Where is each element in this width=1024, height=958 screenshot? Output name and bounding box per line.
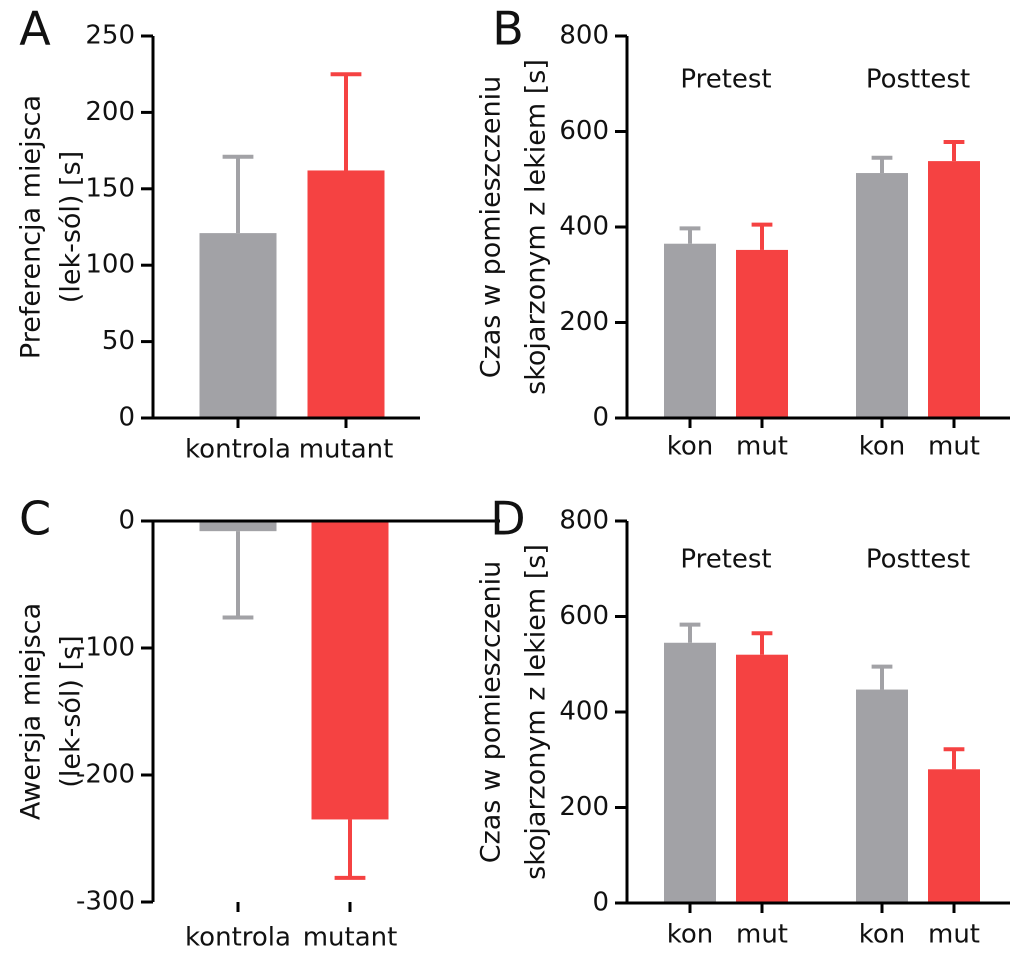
x-tick-label: mut xyxy=(928,432,980,462)
bar xyxy=(736,654,788,903)
panel: D Czas w pomieszczeniu skojarzonym z lekie… xyxy=(476,492,1010,950)
y-tick-label: 600 xyxy=(559,601,609,631)
panel-letter: A xyxy=(19,2,51,56)
panel: B Czas w pomieszczeniu skojarzonym z lekie… xyxy=(476,2,1010,462)
x-tick-label: mutant xyxy=(299,435,394,465)
x-tick-label: kontrola xyxy=(185,923,291,953)
y-axis-label: Preferencja miejsca xyxy=(16,95,47,359)
bar xyxy=(856,689,908,903)
x-tick-label: mut xyxy=(736,920,788,950)
y-tick-label: -300 xyxy=(76,887,135,917)
y-axis-label: (lek-sól) [s] xyxy=(56,151,87,303)
bar xyxy=(736,249,788,418)
x-tick-label: mut xyxy=(928,920,980,950)
bar xyxy=(664,243,716,418)
panel: C Awersja miejsca (lek-sól) [s] -300 -200 -10… xyxy=(16,492,500,953)
y-tick-label: 0 xyxy=(592,888,609,918)
bar xyxy=(928,161,980,419)
bar xyxy=(199,521,277,532)
y-tick-label: 200 xyxy=(85,97,135,127)
x-tick-label: kon xyxy=(667,432,714,462)
panel: A Preferencja miejsca (lek-sól) [s] 0 50 100 1… xyxy=(16,2,420,465)
y-tick-label: 400 xyxy=(559,212,609,242)
panel-letter: C xyxy=(19,492,51,546)
x-tick-label: kontrola xyxy=(185,435,291,465)
y-tick-label: 150 xyxy=(85,173,135,203)
y-tick-label: 800 xyxy=(559,506,609,536)
y-axis-label: skojarzonym z lekiem [s] xyxy=(521,544,552,880)
y-tick-label: 400 xyxy=(559,697,609,727)
x-tick-label: kon xyxy=(667,920,714,950)
bar xyxy=(664,642,716,903)
x-tick-label: mutant xyxy=(303,923,398,953)
group-label: Pretest xyxy=(680,545,771,575)
y-tick-label: 100 xyxy=(85,250,135,280)
y-tick-label: 0 xyxy=(592,403,609,433)
y-tick-label: 0 xyxy=(118,403,135,433)
group-label: Pretest xyxy=(680,65,771,95)
y-tick-label: 200 xyxy=(559,307,609,337)
bar xyxy=(199,233,277,418)
x-tick-label: kon xyxy=(859,432,906,462)
bar xyxy=(307,170,385,418)
y-tick-label: 600 xyxy=(559,116,609,146)
y-tick-label: 800 xyxy=(559,21,609,51)
y-axis-label: (lek-sól) [s] xyxy=(56,635,87,787)
panel-letter: D xyxy=(490,492,525,546)
y-axis-label: Czas w pomieszczeniu xyxy=(476,561,507,864)
y-axis-label: Czas w pomieszczeniu xyxy=(476,76,507,379)
group-label: Posttest xyxy=(866,65,970,95)
y-tick-label: -100 xyxy=(76,633,135,663)
panel-letter: B xyxy=(492,2,524,56)
y-tick-label: 50 xyxy=(102,326,135,356)
y-tick-label: -200 xyxy=(76,760,135,790)
y-axis-label: skojarzonym z lekiem [s] xyxy=(521,59,552,395)
x-tick-label: mut xyxy=(736,432,788,462)
group-label: Posttest xyxy=(866,545,970,575)
x-tick-label: kon xyxy=(859,920,906,950)
bar xyxy=(928,769,980,903)
y-tick-label: 0 xyxy=(118,506,135,536)
bar xyxy=(311,521,389,820)
y-tick-label: 250 xyxy=(85,21,135,51)
bar xyxy=(856,173,908,418)
y-axis-label: Awersja miejsca xyxy=(16,603,47,820)
y-tick-label: 200 xyxy=(559,792,609,822)
